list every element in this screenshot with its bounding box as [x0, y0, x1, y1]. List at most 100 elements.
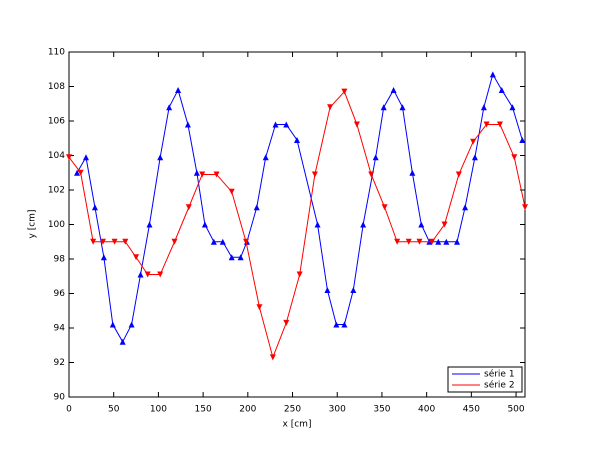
- point-marker: [311, 171, 318, 178]
- y-tick-label: 94: [54, 324, 66, 334]
- point-marker: [368, 171, 375, 178]
- point-marker: [294, 136, 300, 143]
- point-marker: [166, 104, 173, 111]
- point-marker: [199, 171, 206, 178]
- point-marker: [498, 86, 505, 93]
- x-tick-label: 450: [463, 405, 480, 415]
- point-marker: [144, 271, 151, 278]
- point-marker: [66, 154, 72, 161]
- point-marker: [455, 171, 462, 178]
- point-marker: [201, 221, 208, 228]
- point-marker: [470, 138, 477, 145]
- point-marker: [314, 221, 321, 228]
- point-marker: [256, 304, 263, 311]
- point-marker: [327, 104, 334, 111]
- point-marker: [511, 154, 518, 161]
- point-marker: [146, 221, 153, 228]
- legend-box: [447, 366, 523, 393]
- x-tick-label: 50: [108, 405, 120, 415]
- point-marker: [90, 238, 97, 245]
- point-marker: [399, 104, 406, 111]
- point-marker: [496, 121, 503, 128]
- point-marker: [341, 88, 348, 95]
- y-tick-label: 96: [54, 289, 66, 299]
- point-marker: [390, 86, 397, 93]
- point-marker: [253, 204, 260, 211]
- point-marker: [489, 71, 496, 78]
- x-tick-label: 250: [284, 405, 301, 415]
- point-marker: [341, 321, 348, 328]
- y-tick-label: 110: [48, 48, 65, 58]
- point-marker: [175, 86, 182, 93]
- point-marker: [324, 287, 331, 294]
- x-tick-label: 350: [373, 405, 390, 415]
- x-tick-label: 500: [507, 405, 524, 415]
- point-marker: [353, 121, 360, 128]
- point-marker: [283, 319, 290, 326]
- point-marker: [213, 171, 220, 178]
- point-marker: [171, 238, 178, 245]
- point-marker: [435, 238, 442, 245]
- point-marker: [272, 121, 279, 128]
- point-marker: [184, 121, 191, 128]
- y-tick-label: 92: [54, 358, 65, 368]
- y-tick-label: 98: [54, 255, 66, 265]
- x-tick-label: 150: [195, 405, 212, 415]
- point-marker: [210, 238, 217, 245]
- point-marker: [360, 221, 367, 228]
- x-tick-label: 0: [66, 405, 72, 415]
- point-marker: [109, 321, 116, 328]
- x-tick-label: 200: [239, 405, 256, 415]
- point-marker: [269, 354, 276, 361]
- point-marker: [137, 271, 144, 278]
- point-marker: [185, 204, 192, 211]
- point-marker: [441, 221, 448, 228]
- y-tick-label: 102: [48, 186, 65, 196]
- point-marker: [443, 238, 450, 245]
- x-tick-label: 100: [150, 405, 167, 415]
- y-tick-label: 100: [48, 220, 65, 230]
- point-marker: [122, 238, 129, 245]
- point-marker: [372, 154, 379, 161]
- point-marker: [100, 254, 107, 261]
- point-marker: [111, 238, 118, 245]
- point-marker: [522, 204, 528, 211]
- point-marker: [416, 238, 423, 245]
- point-marker: [228, 254, 235, 261]
- point-marker: [509, 104, 516, 111]
- y-tick-label: 108: [48, 82, 65, 92]
- point-marker: [193, 169, 200, 176]
- point-marker: [296, 271, 303, 278]
- point-marker: [394, 238, 401, 245]
- point-marker: [350, 287, 357, 294]
- point-marker: [228, 188, 235, 195]
- y-tick-label: 104: [48, 151, 65, 161]
- point-marker: [333, 321, 340, 328]
- x-tick-label: 300: [329, 405, 346, 415]
- point-marker: [77, 169, 84, 176]
- y-tick-label: 106: [48, 117, 65, 127]
- point-marker: [74, 169, 81, 176]
- point-marker: [409, 169, 416, 176]
- point-marker: [237, 254, 244, 261]
- point-marker: [480, 104, 487, 111]
- point-marker: [157, 154, 164, 161]
- legend-label: série 2: [484, 380, 515, 391]
- point-marker: [471, 154, 478, 161]
- point-marker: [483, 121, 490, 128]
- point-marker: [519, 136, 526, 143]
- point-marker: [82, 154, 89, 161]
- point-marker: [157, 271, 164, 278]
- legend-label: série 1: [484, 369, 515, 380]
- point-marker: [99, 238, 106, 245]
- x-axis-label: x [cm]: [283, 420, 312, 430]
- point-marker: [133, 254, 140, 261]
- point-marker: [381, 204, 388, 211]
- point-marker: [91, 204, 98, 211]
- point-marker: [119, 338, 126, 345]
- point-marker: [405, 238, 412, 245]
- point-marker: [243, 238, 250, 245]
- point-marker: [262, 154, 269, 161]
- point-marker: [128, 321, 135, 328]
